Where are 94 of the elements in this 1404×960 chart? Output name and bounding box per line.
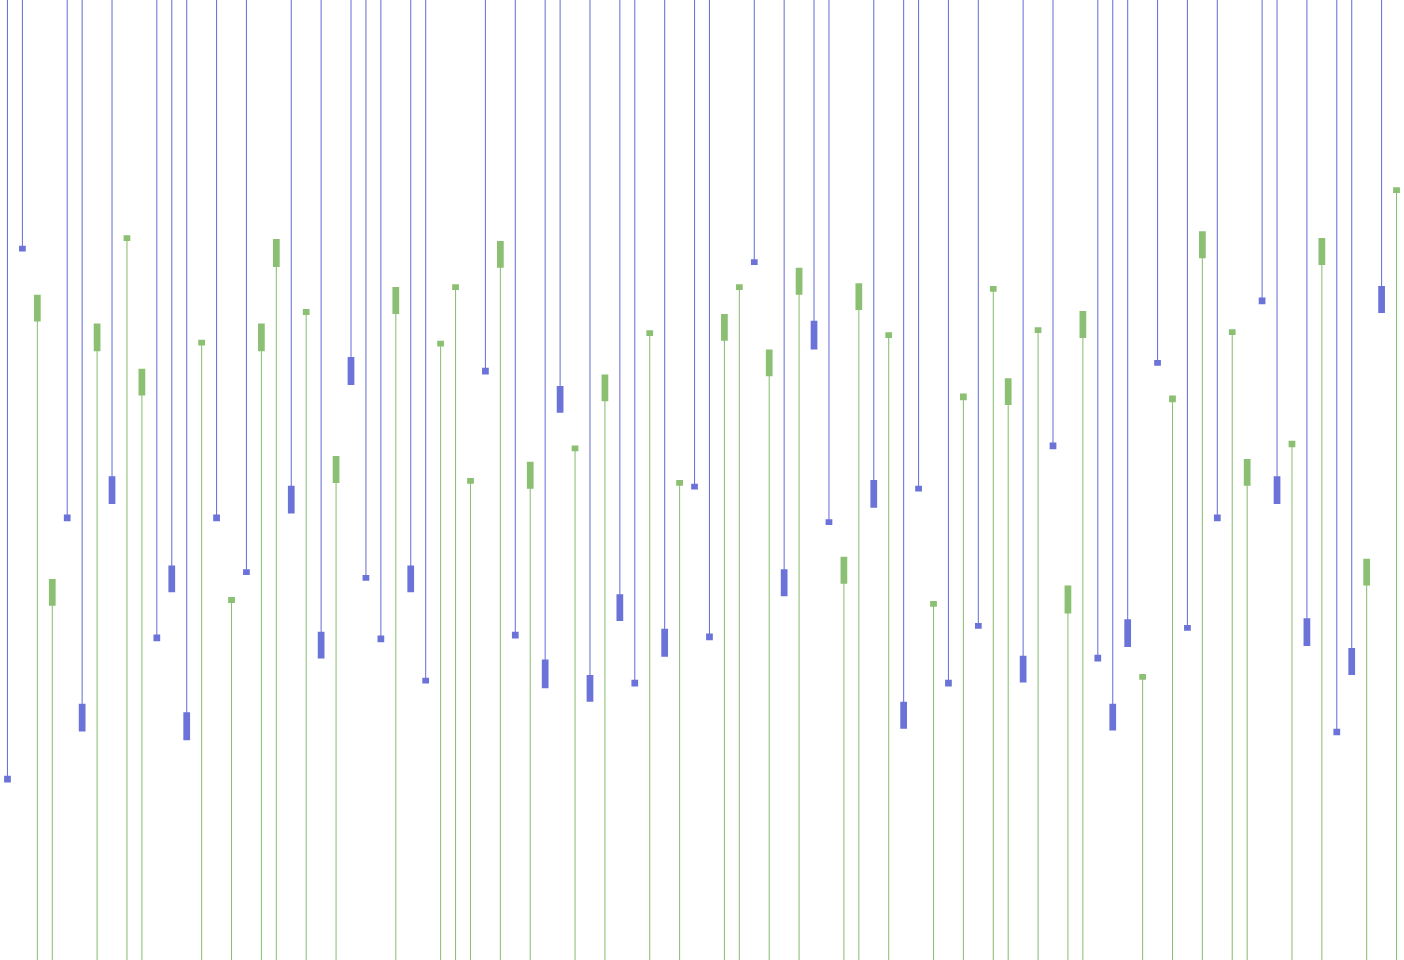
candlestick bbox=[1079, 311, 1087, 960]
candlestick bbox=[19, 0, 26, 252]
candlestick bbox=[691, 0, 698, 490]
candlestick bbox=[1348, 0, 1356, 675]
candlestick bbox=[735, 284, 743, 960]
candlestick bbox=[825, 0, 833, 526]
candlestick bbox=[915, 0, 922, 492]
candlestick bbox=[1318, 238, 1326, 960]
candlestick bbox=[437, 340, 444, 960]
candlestick bbox=[213, 0, 220, 522]
candlestick bbox=[526, 461, 534, 960]
candlestick bbox=[885, 332, 893, 960]
candlestick bbox=[78, 0, 86, 732]
candlestick bbox=[1228, 329, 1236, 960]
candlestick bbox=[407, 0, 415, 593]
candlestick bbox=[317, 0, 325, 659]
candlestick bbox=[1243, 458, 1251, 960]
candlestick bbox=[287, 0, 295, 514]
candlestick bbox=[930, 600, 937, 960]
candlestick bbox=[945, 0, 952, 687]
candlestick bbox=[63, 0, 71, 522]
candlestick bbox=[108, 0, 116, 504]
candlestick bbox=[1019, 0, 1027, 683]
candlestick bbox=[1199, 231, 1206, 960]
candlestick bbox=[765, 349, 773, 960]
candlestick bbox=[1124, 0, 1132, 648]
candlestick bbox=[795, 267, 803, 960]
candlestick bbox=[631, 0, 639, 687]
candlestick bbox=[33, 294, 41, 960]
candlestick bbox=[1393, 187, 1400, 960]
candlestick bbox=[1363, 558, 1371, 960]
candlestick bbox=[840, 556, 848, 960]
candlestick bbox=[332, 456, 340, 960]
candlestick bbox=[616, 0, 624, 622]
candlestick bbox=[721, 313, 728, 960]
candlestick bbox=[780, 0, 788, 597]
candlestick bbox=[1213, 0, 1221, 522]
candlestick bbox=[497, 240, 504, 960]
candlestick bbox=[855, 283, 863, 960]
candlestick bbox=[362, 0, 370, 581]
candlestick bbox=[93, 323, 101, 960]
candlestick bbox=[1049, 0, 1057, 450]
candlestick bbox=[347, 0, 355, 385]
candlestick bbox=[661, 0, 669, 657]
candlestick bbox=[586, 0, 594, 702]
candlestick bbox=[1064, 585, 1072, 960]
candlestick bbox=[228, 597, 235, 960]
candlestick bbox=[900, 0, 907, 729]
candlestick bbox=[392, 287, 400, 960]
candlestick bbox=[138, 368, 146, 960]
candlestick bbox=[646, 330, 654, 960]
candlestick bbox=[571, 445, 579, 960]
candlestick bbox=[1333, 0, 1341, 736]
candlestick bbox=[1273, 0, 1281, 504]
candlestick bbox=[1139, 673, 1146, 960]
candlestick bbox=[989, 286, 997, 960]
candlestick bbox=[4, 0, 11, 783]
candlestick bbox=[1184, 0, 1191, 631]
candlestick bbox=[377, 0, 385, 643]
candlestick bbox=[974, 0, 982, 629]
candlestick bbox=[1288, 440, 1296, 960]
candlestick bbox=[452, 284, 459, 960]
candlestick bbox=[750, 0, 758, 265]
candlestick bbox=[870, 0, 878, 508]
candlestick bbox=[482, 0, 489, 375]
candlestick bbox=[183, 0, 191, 741]
candlestick bbox=[1303, 0, 1311, 647]
candlestick bbox=[168, 0, 176, 593]
candlestick bbox=[556, 0, 564, 413]
candlestick bbox=[601, 374, 609, 960]
candlestick bbox=[243, 0, 250, 576]
candlestick bbox=[123, 235, 131, 960]
candlestick bbox=[198, 339, 205, 960]
candlestick bbox=[1378, 0, 1385, 313]
candlestick bbox=[676, 480, 683, 960]
candlestick bbox=[1004, 378, 1012, 960]
candlestick bbox=[960, 393, 967, 960]
candlestick bbox=[272, 239, 280, 960]
candlestick bbox=[1094, 0, 1102, 662]
candlestick bbox=[258, 323, 265, 960]
candlestick bbox=[1109, 0, 1117, 731]
candlestick bbox=[1169, 395, 1176, 960]
candlestick bbox=[467, 478, 474, 960]
candlestick bbox=[422, 0, 430, 684]
candlestick bbox=[810, 0, 818, 350]
candlestick bbox=[1154, 0, 1161, 366]
candlestick bbox=[302, 309, 310, 960]
candlestick bbox=[541, 0, 549, 689]
candlestick bbox=[153, 0, 161, 642]
candlestick bbox=[48, 578, 56, 960]
candlestick bbox=[1258, 0, 1266, 305]
candlestick bbox=[706, 0, 713, 641]
candlestick bbox=[511, 0, 519, 639]
candlestick bbox=[1034, 327, 1042, 960]
